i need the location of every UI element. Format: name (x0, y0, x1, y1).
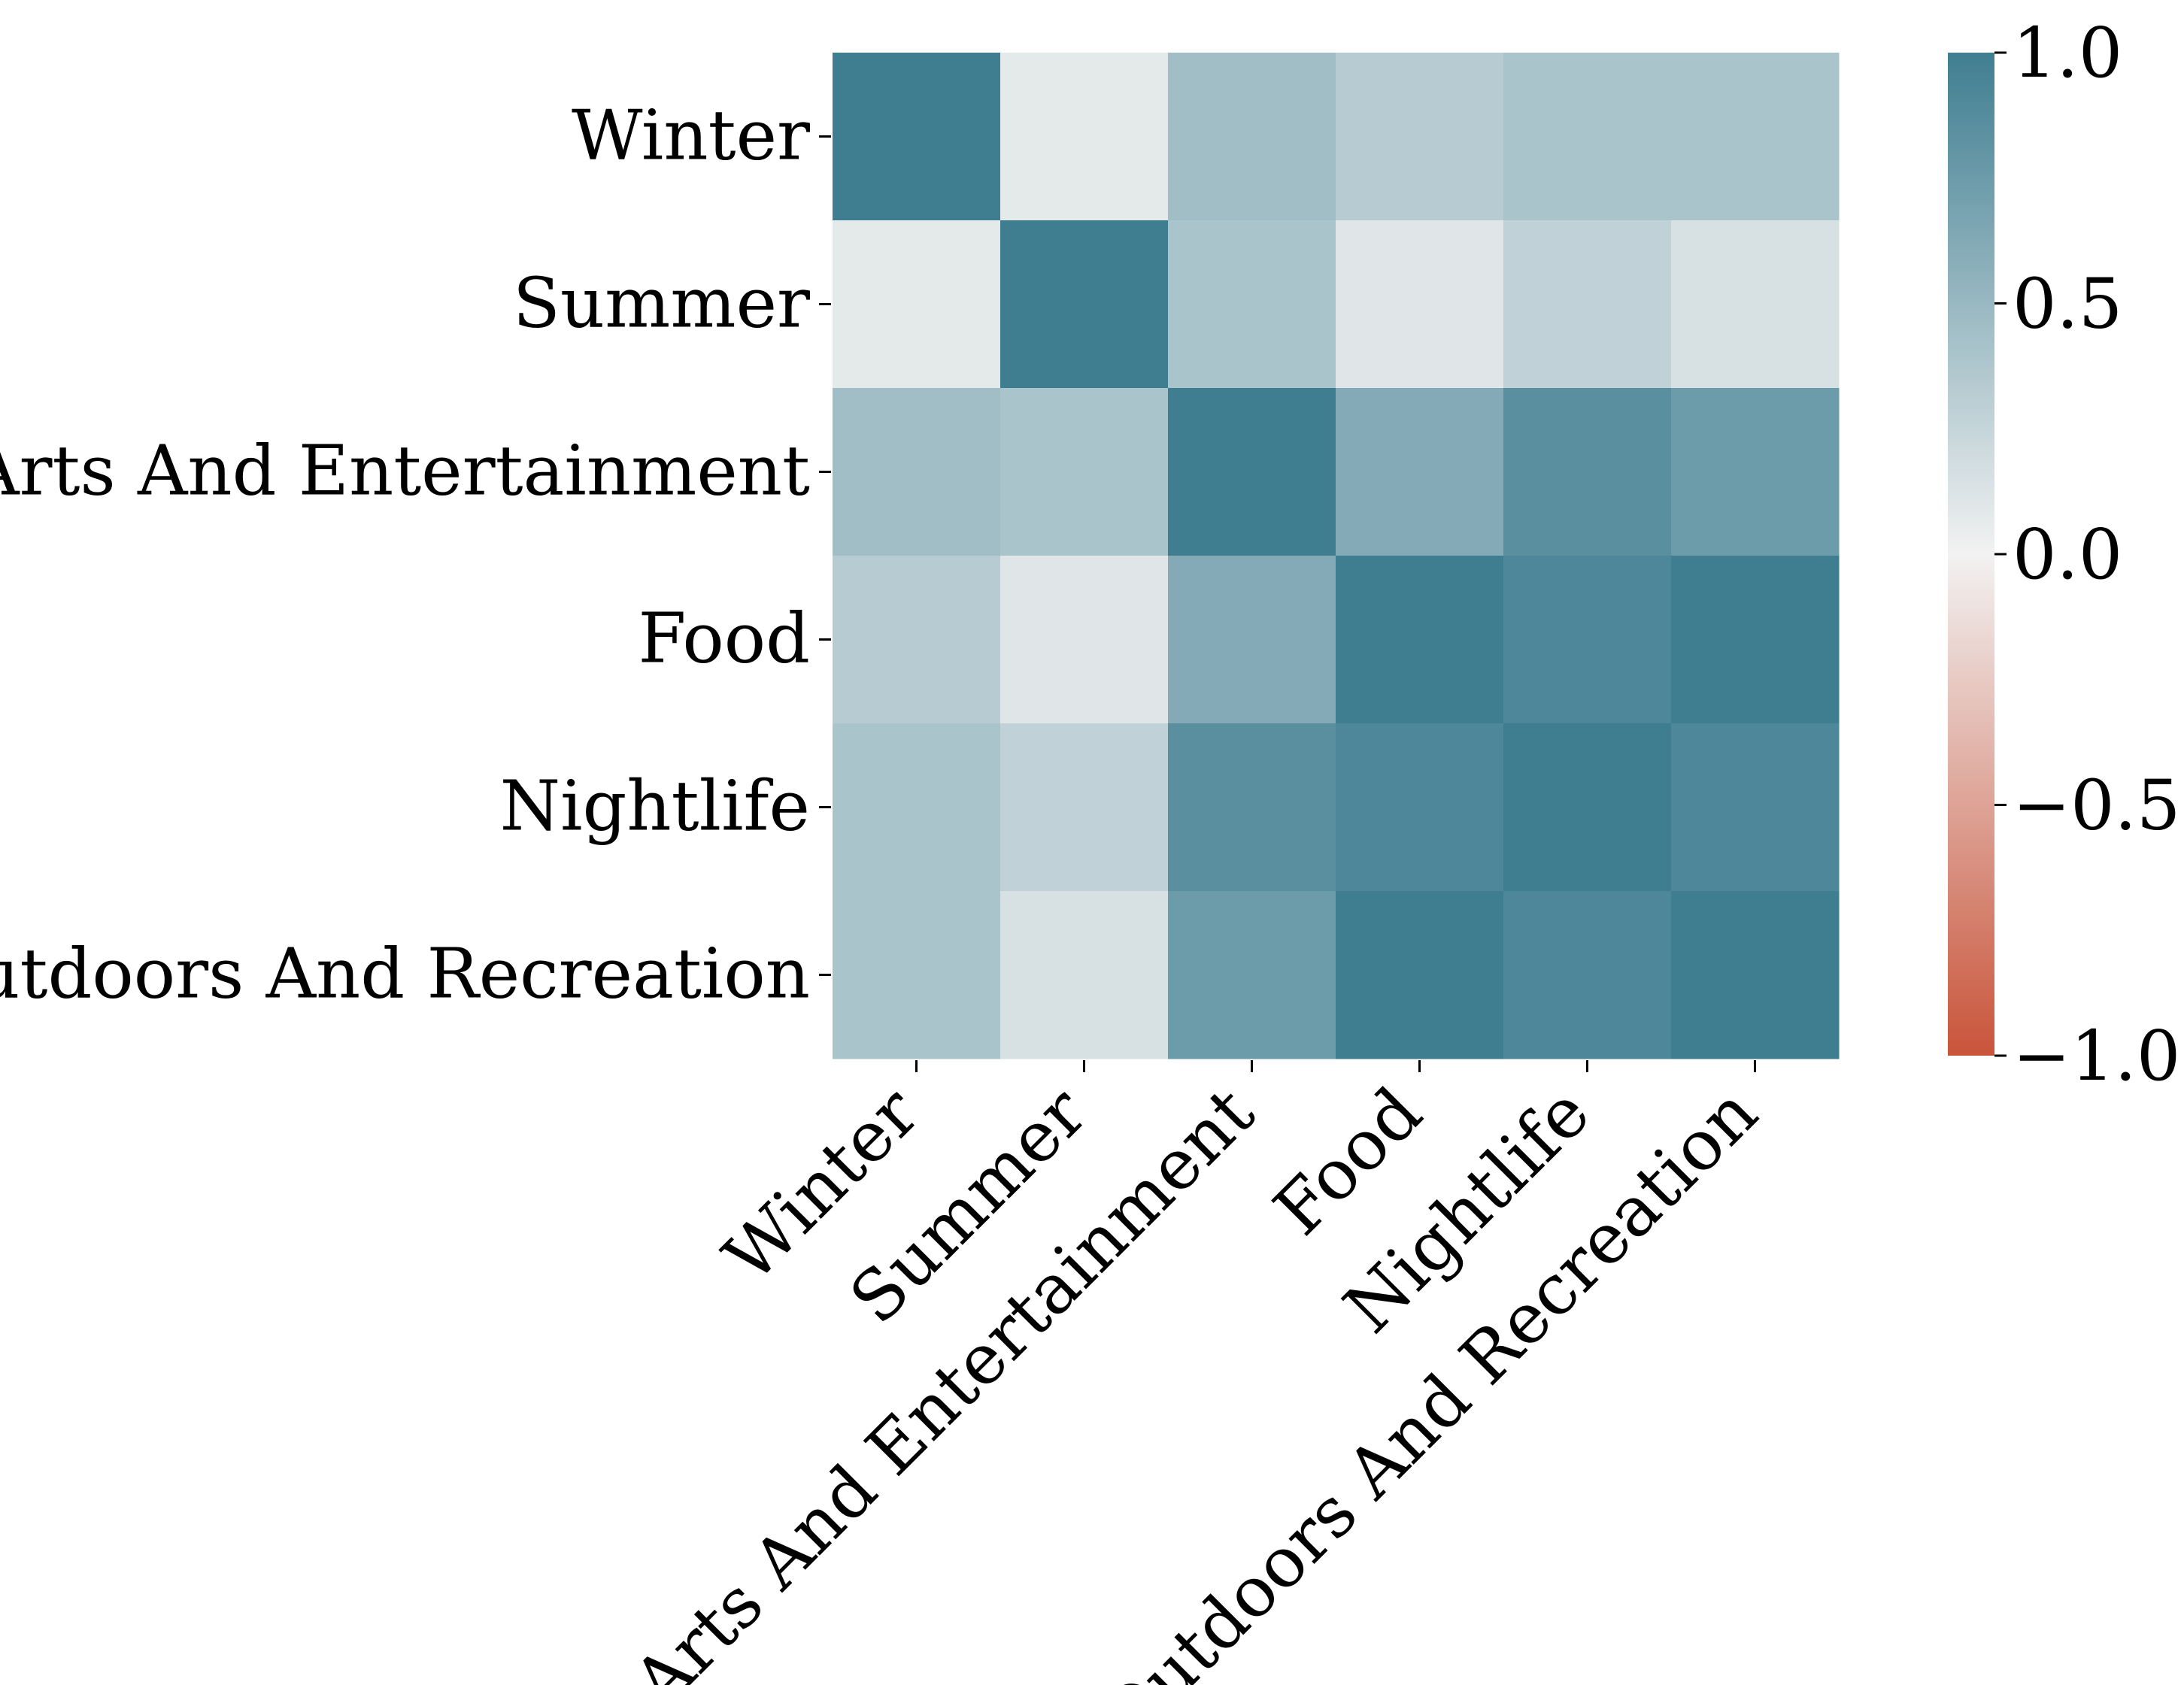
colorbar: 1.0 0.5 0.0 −0.5 −1.0 (1948, 13, 2180, 1096)
heatmap-cell (1336, 723, 1504, 892)
colorbar-ticks: 1.0 0.5 0.0 −0.5 −1.0 (1994, 13, 2180, 1096)
heatmap-cell (1000, 723, 1169, 892)
heatmap-cell (1168, 53, 1336, 221)
heatmap-cell (833, 723, 1001, 892)
heatmap-cell (1503, 891, 1672, 1059)
heatmap-cell (833, 891, 1001, 1059)
heatmap-cell (1336, 388, 1504, 556)
heatmap-cell (1503, 53, 1672, 221)
heatmap-cell (1000, 388, 1169, 556)
heatmap-cells (833, 53, 1840, 1059)
heatmap-cell (833, 53, 1001, 221)
heatmap-cell (1336, 53, 1504, 221)
x-tick-label: Arts And Entertainment (617, 1072, 1269, 1685)
heatmap-cell (1168, 891, 1336, 1059)
y-tick-label: Arts And Entertainment (0, 431, 810, 511)
heatmap-cell (1671, 891, 1840, 1059)
heatmap-cell (1671, 556, 1840, 724)
heatmap-cell (1168, 220, 1336, 389)
heatmap-cell (833, 388, 1001, 556)
y-tick-label: Summer (513, 263, 810, 344)
heatmap-cell (1671, 53, 1840, 221)
heatmap-cell (1671, 220, 1840, 389)
colorbar-tick-label: 0.0 (2013, 514, 2122, 595)
y-tick-label: Outdoors And Recreation (0, 934, 810, 1014)
heatmap-cell (1000, 220, 1169, 389)
heatmap-cell (1503, 388, 1672, 556)
y-tick-label: Food (639, 599, 810, 679)
heatmap-cell (833, 220, 1001, 389)
colorbar-tick-label: −1.0 (2013, 1016, 2180, 1096)
y-tick-label: Winter (572, 95, 810, 176)
heatmap-cell (1671, 723, 1840, 892)
heatmap-cell (1168, 388, 1336, 556)
heatmap-cell (1336, 220, 1504, 389)
colorbar-tick-label: 0.5 (2013, 264, 2122, 344)
heatmap-cell (1168, 723, 1336, 892)
y-tick-label: Nightlife (500, 766, 810, 847)
heatmap-cell (1336, 891, 1504, 1059)
heatmap-cell (1503, 220, 1672, 389)
heatmap-cell (1671, 388, 1840, 556)
heatmap-cell (1168, 556, 1336, 724)
heatmap-cell (1503, 723, 1672, 892)
heatmap-cell (1000, 891, 1169, 1059)
heatmap-cell (833, 556, 1001, 724)
y-axis-labels: Winter Summer Arts And Entertainment Food Ni… (0, 95, 831, 1014)
heatmap-cell (1000, 556, 1169, 724)
heatmap-cell (1000, 53, 1169, 221)
heatmap-cell (1503, 556, 1672, 724)
colorbar-tick-label: 1.0 (2013, 13, 2122, 93)
heatmap-cell (1336, 556, 1504, 724)
colorbar-tick-label: −0.5 (2013, 765, 2180, 846)
colorbar-gradient (1948, 53, 1994, 1056)
